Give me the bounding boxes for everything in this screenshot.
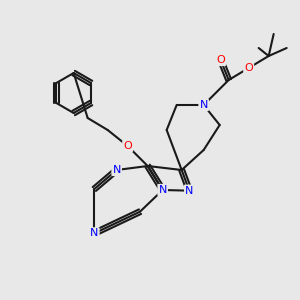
Text: N: N xyxy=(112,165,121,175)
Text: O: O xyxy=(216,55,225,65)
Text: N: N xyxy=(90,228,98,238)
Text: N: N xyxy=(185,186,194,196)
Text: N: N xyxy=(200,100,208,110)
Text: O: O xyxy=(244,63,253,73)
Text: N: N xyxy=(158,185,167,195)
Text: O: O xyxy=(123,141,132,151)
